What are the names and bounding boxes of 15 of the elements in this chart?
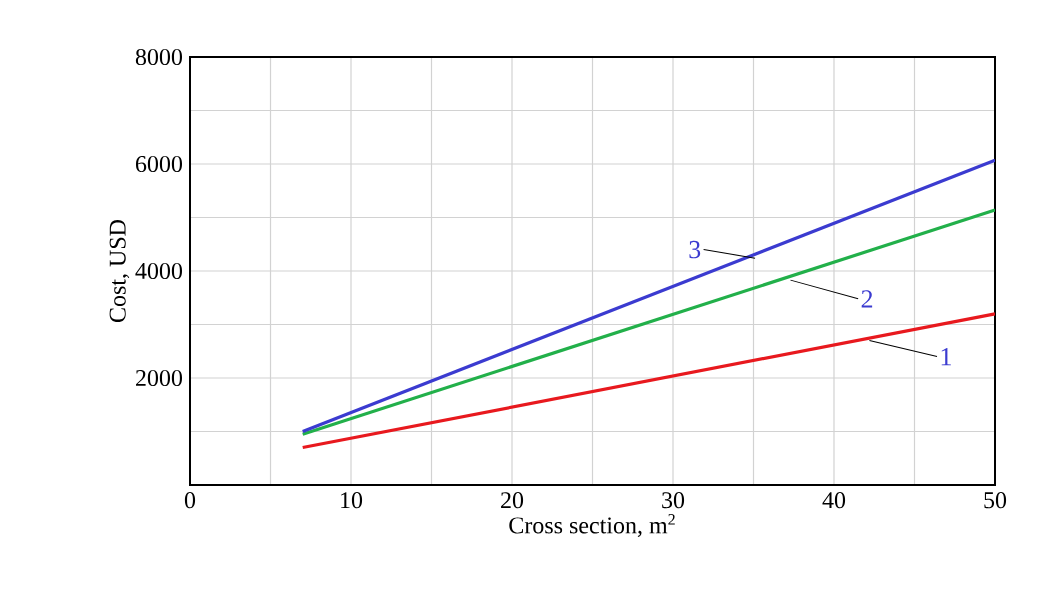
y-tick-label: 8000 xyxy=(135,48,183,66)
annotation: 2 xyxy=(861,290,873,308)
x-tick-label: 50 xyxy=(984,492,1007,509)
annotation: 3 xyxy=(689,240,701,259)
annotation: 1 xyxy=(941,348,951,366)
x-tick-label: 30 xyxy=(662,492,685,509)
y-tick-label: 4000 xyxy=(135,262,183,280)
y-tick-label: 6000 xyxy=(135,155,183,173)
x-tick-label: 0 xyxy=(184,492,196,509)
x-axis-title: Cross section, m$^{2}$ xyxy=(509,513,675,537)
x-tick-label: 40 xyxy=(822,492,846,509)
y-tick-label: 2000 xyxy=(136,369,183,387)
y-axis-title: Cost, USD xyxy=(109,219,130,323)
x-tick-label: 10 xyxy=(341,492,363,509)
x-tick-label: 20 xyxy=(501,492,524,509)
